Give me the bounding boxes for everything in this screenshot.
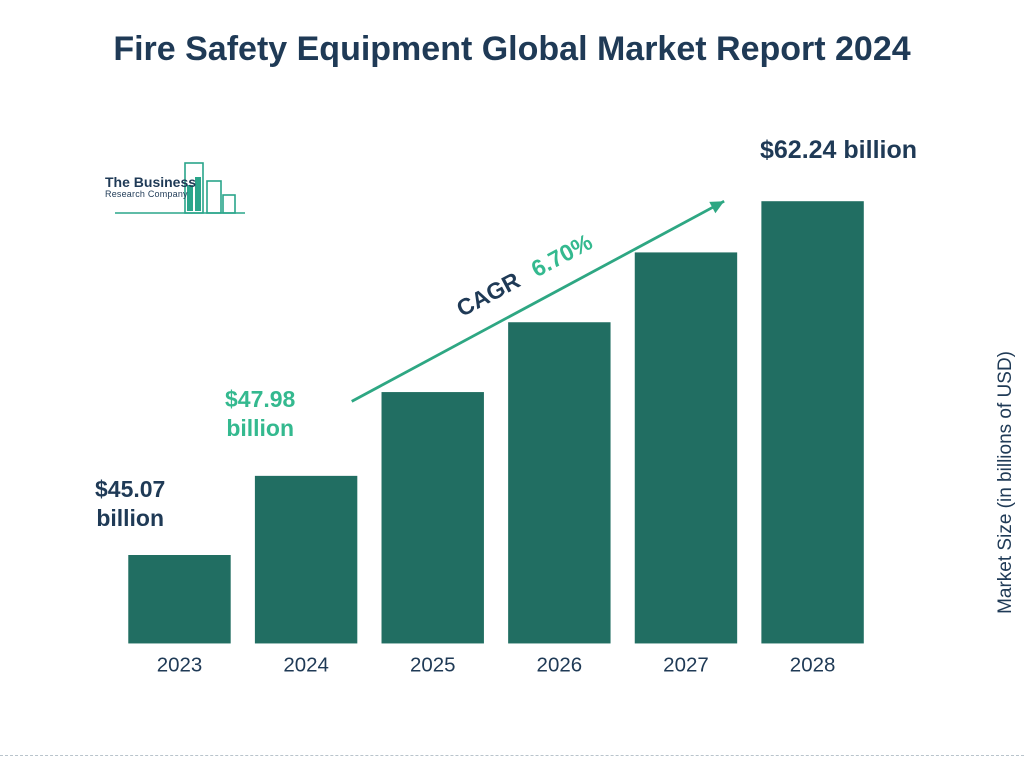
value-callout: $47.98billion bbox=[225, 385, 295, 443]
y-axis-label: Market Size (in billions of USD) bbox=[995, 351, 1017, 614]
x-axis-tick-label: 2026 bbox=[537, 653, 583, 676]
chart-title: Fire Safety Equipment Global Market Repo… bbox=[0, 0, 1024, 71]
chart-bar bbox=[635, 252, 737, 643]
x-axis-tick-label: 2024 bbox=[283, 653, 329, 676]
x-axis-tick-label: 2025 bbox=[410, 653, 456, 676]
x-axis-tick-label: 2028 bbox=[790, 653, 836, 676]
x-axis-tick-label: 2023 bbox=[157, 653, 203, 676]
footer-divider bbox=[0, 755, 1024, 756]
value-callout: $62.24 billion bbox=[760, 135, 917, 166]
chart-bar bbox=[761, 201, 863, 643]
x-axis-tick-label: 2027 bbox=[663, 653, 709, 676]
chart-bar bbox=[382, 392, 484, 643]
chart-bar bbox=[255, 476, 357, 644]
chart-bar bbox=[508, 322, 610, 643]
bar-chart: 2023 2024 2025 2026 2027 2028 bbox=[90, 150, 930, 690]
value-callout: $45.07billion bbox=[95, 475, 165, 533]
chart-bar bbox=[128, 555, 230, 643]
